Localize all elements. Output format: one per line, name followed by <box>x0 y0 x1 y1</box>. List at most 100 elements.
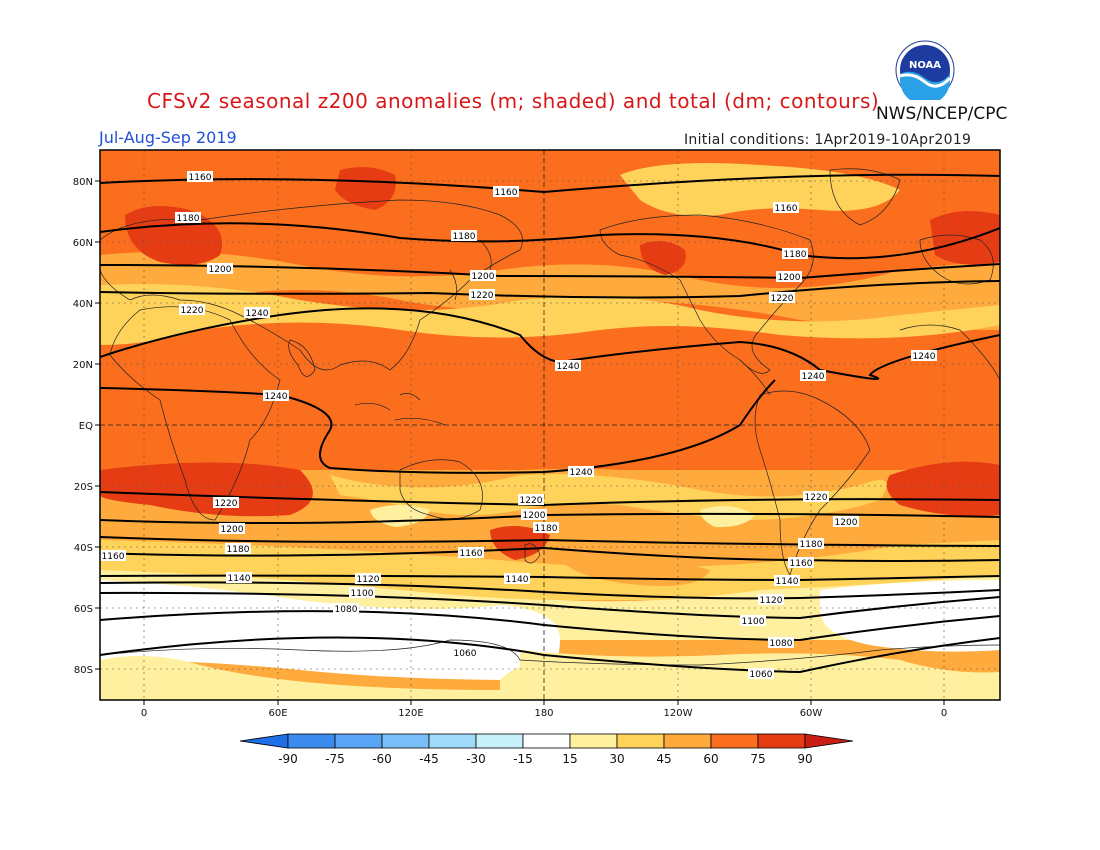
contour-1240-south <box>100 379 776 474</box>
colorbar-cell <box>334 733 383 749</box>
svg-text:1220: 1220 <box>805 493 828 503</box>
shade-red-south-atlantic <box>886 461 1000 517</box>
colorbar-cell <box>287 733 336 749</box>
svg-text:1200: 1200 <box>221 525 244 535</box>
lat-label: EQ <box>79 421 93 432</box>
contour-label: 1100 <box>740 615 766 627</box>
contour-label: 1180 <box>533 522 559 534</box>
svg-text:1180: 1180 <box>227 545 250 555</box>
contour-label: 1100 <box>349 587 375 599</box>
contour-label: 1180 <box>175 212 201 224</box>
lat-label: 20S <box>74 482 93 493</box>
contour-label: 1200 <box>833 516 859 528</box>
contour-label: 1160 <box>187 171 213 183</box>
colorbar-label: 60 <box>703 752 718 766</box>
colorbar-cell <box>569 733 618 749</box>
svg-text:1240: 1240 <box>802 372 825 382</box>
svg-text:1080: 1080 <box>335 605 358 615</box>
shade-red-south-africa <box>100 462 313 517</box>
lon-ticks <box>143 700 945 705</box>
contour-1060-south <box>100 636 1000 674</box>
contour-label: 1220 <box>469 289 495 301</box>
graticule <box>100 150 1000 700</box>
colorbar-label: 90 <box>797 752 812 766</box>
shade-yellow-south-pacific <box>330 474 887 520</box>
svg-text:1240: 1240 <box>913 352 936 362</box>
contour-label: 1160 <box>100 550 126 562</box>
contour-1080-south <box>100 610 1000 642</box>
shade-red-siberia <box>335 166 396 210</box>
svg-text:1160: 1160 <box>189 173 212 183</box>
contours <box>100 173 1000 674</box>
lon-label: 60E <box>268 708 287 719</box>
svg-text:1180: 1180 <box>453 232 476 242</box>
contour-label: 1180 <box>225 543 251 555</box>
contour-label: 1240 <box>568 466 594 478</box>
contour-label: 1220 <box>769 292 795 304</box>
svg-text:1180: 1180 <box>535 524 558 534</box>
lon-label: 0 <box>941 708 947 719</box>
contour-label: 1160 <box>493 186 519 198</box>
shade-orange-south <box>100 465 1000 560</box>
svg-text:1180: 1180 <box>177 214 200 224</box>
lat-label: 80N <box>73 177 93 188</box>
colorbar-cell <box>428 733 477 749</box>
contour-label: 1180 <box>782 248 808 260</box>
colorbar-cell <box>616 733 665 749</box>
contour-label: 1220 <box>803 491 829 503</box>
svg-text:1240: 1240 <box>557 362 580 372</box>
coastlines <box>100 168 1000 666</box>
svg-text:1160: 1160 <box>775 204 798 214</box>
colorbar-label: 30 <box>609 752 624 766</box>
lon-label: 60W <box>800 708 823 719</box>
svg-text:1200: 1200 <box>209 265 232 275</box>
svg-text:1240: 1240 <box>246 309 269 319</box>
svg-text:1240: 1240 <box>570 468 593 478</box>
contour-label: 1240 <box>263 390 289 402</box>
contour-1160-south <box>100 546 1000 562</box>
page-title: CFSv2 seasonal z200 anomalies (m; shaded… <box>147 89 880 113</box>
colorbar: -90 -75 -60 -45 -30 -15 15 30 45 60 75 90 <box>239 733 854 766</box>
logo-text: NOAA <box>909 60 941 71</box>
contour-1120-south <box>100 581 1000 600</box>
lon-label: 120E <box>398 708 423 719</box>
contour-label: 1240 <box>800 370 826 382</box>
colorbar-label: 75 <box>750 752 765 766</box>
svg-text:1220: 1220 <box>215 499 238 509</box>
contour-label: 1240 <box>555 360 581 372</box>
lon-label: 120W <box>664 708 693 719</box>
contour-label: 1200 <box>521 509 547 521</box>
colorbar-cell <box>475 733 524 749</box>
shade-yellow-north-band <box>100 284 1000 345</box>
contour-label: 1200 <box>470 270 496 282</box>
colorbar-label: 15 <box>562 752 577 766</box>
svg-text:1220: 1220 <box>181 306 204 316</box>
colorbar-cell <box>663 733 712 749</box>
contour-label: 1220 <box>213 497 239 509</box>
lat-label: 60N <box>73 238 93 249</box>
svg-text:1160: 1160 <box>102 552 125 562</box>
contour-labels: 1160 1160 1160 1180 1180 1180 1200 1200 … <box>100 171 937 680</box>
shade-pale-south-pacific <box>700 506 755 528</box>
svg-text:1140: 1140 <box>228 574 251 584</box>
noaa-logo: NOAA <box>895 40 955 105</box>
colorbar-cell <box>381 733 430 749</box>
svg-text:1200: 1200 <box>835 518 858 528</box>
contour-label: 1140 <box>774 575 800 587</box>
contour-label: 1220 <box>518 494 544 506</box>
lon-label: 0 <box>141 708 147 719</box>
shade-white-antarctic-west <box>100 580 560 680</box>
svg-text:1140: 1140 <box>506 575 529 585</box>
contour-1160-north <box>100 173 1000 194</box>
colorbar-cell <box>757 733 806 749</box>
svg-text:1180: 1180 <box>800 540 823 550</box>
svg-text:1100: 1100 <box>351 589 374 599</box>
contour-label: 1180 <box>451 230 477 242</box>
svg-text:1160: 1160 <box>460 549 483 559</box>
contour-label: 1160 <box>458 547 484 559</box>
agency-label: NWS/NCEP/CPC <box>876 104 1008 124</box>
initial-conditions-label: Initial conditions: 1Apr2019-10Apr2019 <box>684 132 972 148</box>
svg-text:1220: 1220 <box>520 496 543 506</box>
colorbar-label: -90 <box>278 752 298 766</box>
